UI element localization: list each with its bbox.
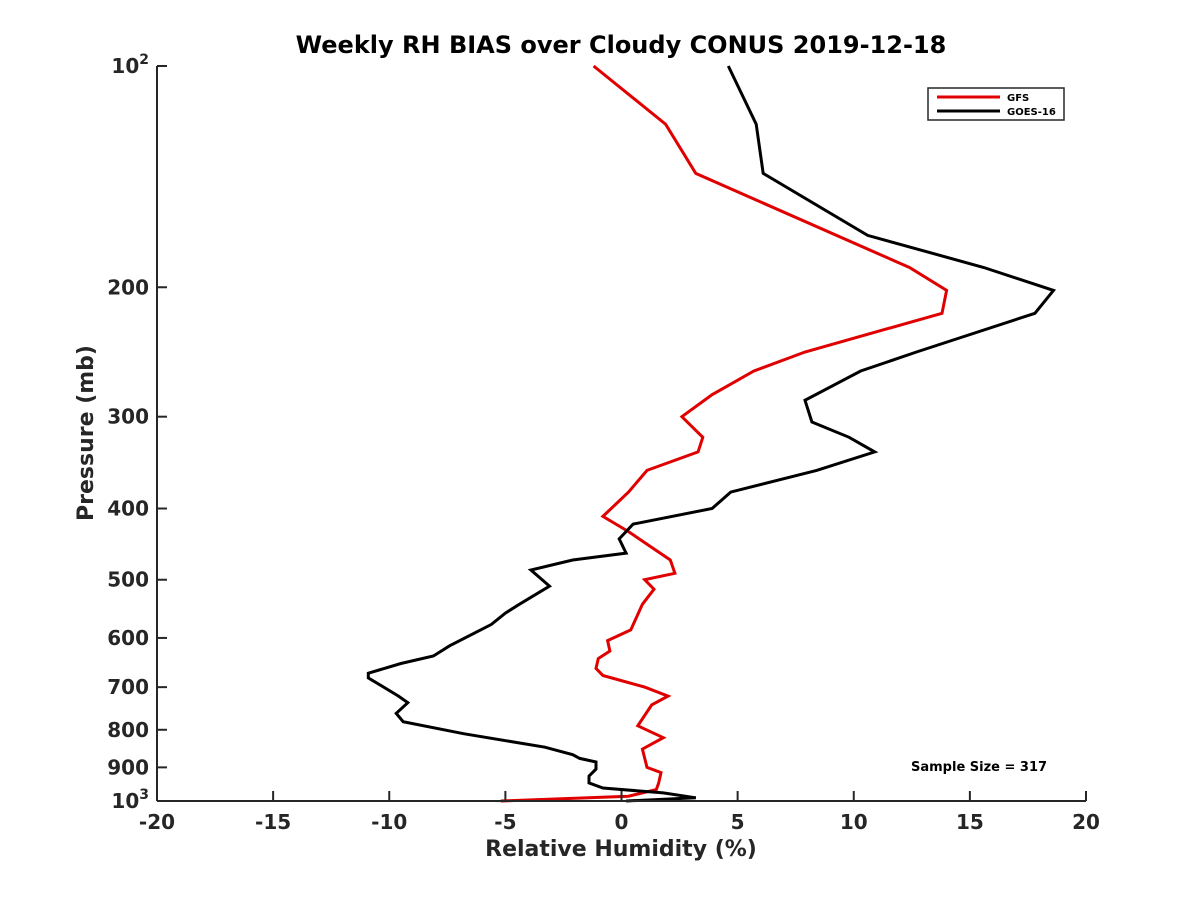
x-tick-label: 10 [840, 810, 868, 834]
y-axis-label: Pressure (mb) [74, 345, 99, 521]
y-tick-label: 200 [107, 275, 149, 299]
chart-title: Weekly RH BIAS over Cloudy CONUS 2019-12… [296, 31, 947, 59]
y-tick-group: 102 200 300 400 500 600 700 800 900 103 [107, 52, 167, 813]
x-tick-label: -5 [494, 810, 516, 834]
legend-label-gfs: GFS [1007, 93, 1029, 104]
x-tick-label: 5 [731, 810, 745, 834]
series-line-gfs [500, 64, 949, 803]
legend-label-goes16: GOES-16 [1007, 107, 1056, 118]
x-tick-group: -20 -15 -10 -5 0 5 10 15 20 [139, 791, 1100, 834]
x-tick-label: 20 [1072, 810, 1100, 834]
legend-box [927, 87, 1065, 121]
sample-size-annotation: Sample Size = 317 [911, 760, 1047, 775]
y-tick-label: 300 [107, 405, 149, 429]
y-tick-label: 102 [111, 52, 149, 78]
y-tick-label: 103 [111, 787, 149, 813]
x-tick-label: -15 [255, 810, 291, 834]
x-axis-label: Relative Humidity (%) [485, 837, 757, 862]
y-tick-label: 800 [107, 718, 149, 742]
legend: GFS GOES-16 [927, 87, 1065, 121]
y-tick-label: 700 [107, 675, 149, 699]
plot-area: -20 -15 -10 -5 0 5 10 15 20 102 200 300 400 500 600 70… [107, 52, 1100, 834]
x-tick-label: -20 [139, 810, 175, 834]
series-line-goes16 [366, 65, 1057, 803]
y-tick-label: 600 [107, 626, 149, 650]
series-layer [366, 64, 1057, 803]
y-tick-label: 500 [107, 568, 149, 592]
x-tick-label: 15 [956, 810, 984, 834]
x-tick-label: 0 [615, 810, 629, 834]
x-tick-label: -10 [371, 810, 407, 834]
y-tick-label: 400 [107, 497, 149, 521]
y-tick-label: 900 [107, 755, 149, 779]
